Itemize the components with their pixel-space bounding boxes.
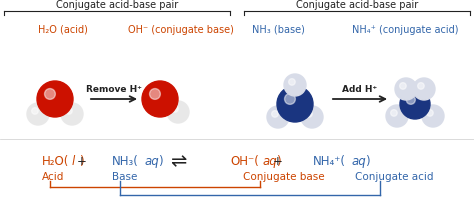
Circle shape (267, 106, 289, 128)
Circle shape (167, 101, 189, 123)
Circle shape (45, 89, 55, 100)
Circle shape (32, 108, 38, 115)
Circle shape (277, 87, 313, 122)
Text: ): ) (79, 155, 83, 168)
Circle shape (289, 79, 295, 86)
Text: NH₄⁺ (conjugate acid): NH₄⁺ (conjugate acid) (352, 25, 458, 35)
Text: ): ) (365, 155, 370, 168)
Text: OH⁻ (conjugate base): OH⁻ (conjugate base) (128, 25, 234, 35)
Text: aq: aq (145, 155, 160, 168)
Circle shape (413, 79, 435, 101)
Circle shape (37, 82, 73, 117)
Text: aq: aq (263, 155, 278, 168)
Circle shape (427, 110, 433, 117)
Circle shape (284, 75, 306, 97)
Text: +: + (273, 155, 283, 168)
Text: H₂O(: H₂O( (42, 155, 69, 168)
Text: NH₄⁺(: NH₄⁺( (313, 155, 346, 168)
Text: Conjugate acid-base pair: Conjugate acid-base pair (56, 0, 178, 10)
Text: Conjugate acid: Conjugate acid (355, 171, 434, 181)
Text: NH₃ (base): NH₃ (base) (252, 25, 305, 35)
Circle shape (418, 83, 424, 90)
Text: Acid: Acid (42, 171, 64, 181)
Circle shape (142, 82, 178, 117)
Text: OH⁻(: OH⁻( (230, 155, 259, 168)
Text: l: l (72, 155, 75, 168)
Circle shape (272, 111, 278, 118)
Circle shape (395, 79, 417, 101)
Text: Conjugate base: Conjugate base (243, 171, 325, 181)
Circle shape (422, 105, 444, 127)
Circle shape (65, 108, 72, 115)
Text: Remove H⁺: Remove H⁺ (86, 85, 142, 94)
Circle shape (386, 105, 408, 127)
Circle shape (406, 96, 415, 105)
Text: ): ) (158, 155, 163, 168)
Circle shape (61, 103, 83, 125)
Circle shape (306, 111, 312, 118)
Text: ): ) (276, 155, 281, 168)
Circle shape (400, 83, 406, 90)
Circle shape (391, 110, 397, 117)
Text: NH₃(: NH₃( (112, 155, 139, 168)
Circle shape (400, 89, 430, 119)
Text: +: + (77, 155, 87, 168)
Text: Conjugate acid-base pair: Conjugate acid-base pair (296, 0, 418, 10)
Text: ⇌: ⇌ (170, 152, 186, 171)
Circle shape (301, 106, 323, 128)
Text: aq: aq (352, 155, 367, 168)
Text: Add H⁺: Add H⁺ (342, 85, 378, 94)
Circle shape (150, 89, 160, 100)
Circle shape (27, 103, 49, 125)
Circle shape (172, 106, 178, 113)
Circle shape (284, 94, 295, 105)
Text: H₂O (acid): H₂O (acid) (38, 25, 88, 35)
Text: Base: Base (112, 171, 137, 181)
